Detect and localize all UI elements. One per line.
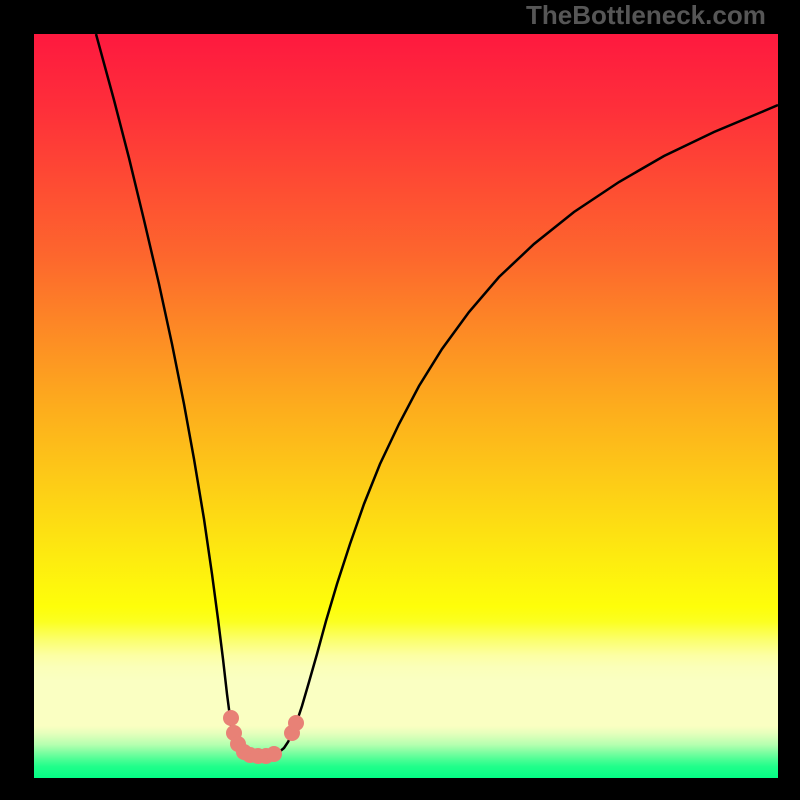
plot-area [34, 34, 778, 778]
gradient-background [34, 34, 778, 778]
chart-root: TheBottleneck.com [0, 0, 800, 800]
data-marker [288, 715, 304, 731]
data-marker [266, 746, 282, 762]
data-marker [223, 710, 239, 726]
watermark-label: TheBottleneck.com [526, 0, 766, 31]
